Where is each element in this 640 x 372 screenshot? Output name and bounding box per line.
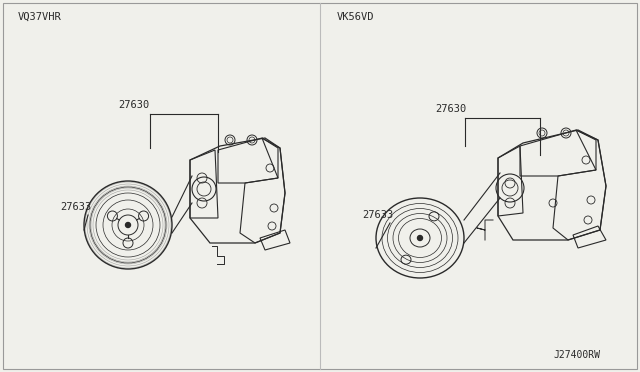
Circle shape xyxy=(125,222,131,228)
Text: 27630: 27630 xyxy=(118,100,149,110)
Text: VQ37VHR: VQ37VHR xyxy=(18,12,61,22)
Circle shape xyxy=(417,235,422,241)
Text: 27633: 27633 xyxy=(60,202,92,212)
Text: J27400RW: J27400RW xyxy=(553,350,600,360)
Text: 27633: 27633 xyxy=(362,210,393,220)
Text: 27630: 27630 xyxy=(435,104,467,114)
Text: VK56VD: VK56VD xyxy=(337,12,374,22)
